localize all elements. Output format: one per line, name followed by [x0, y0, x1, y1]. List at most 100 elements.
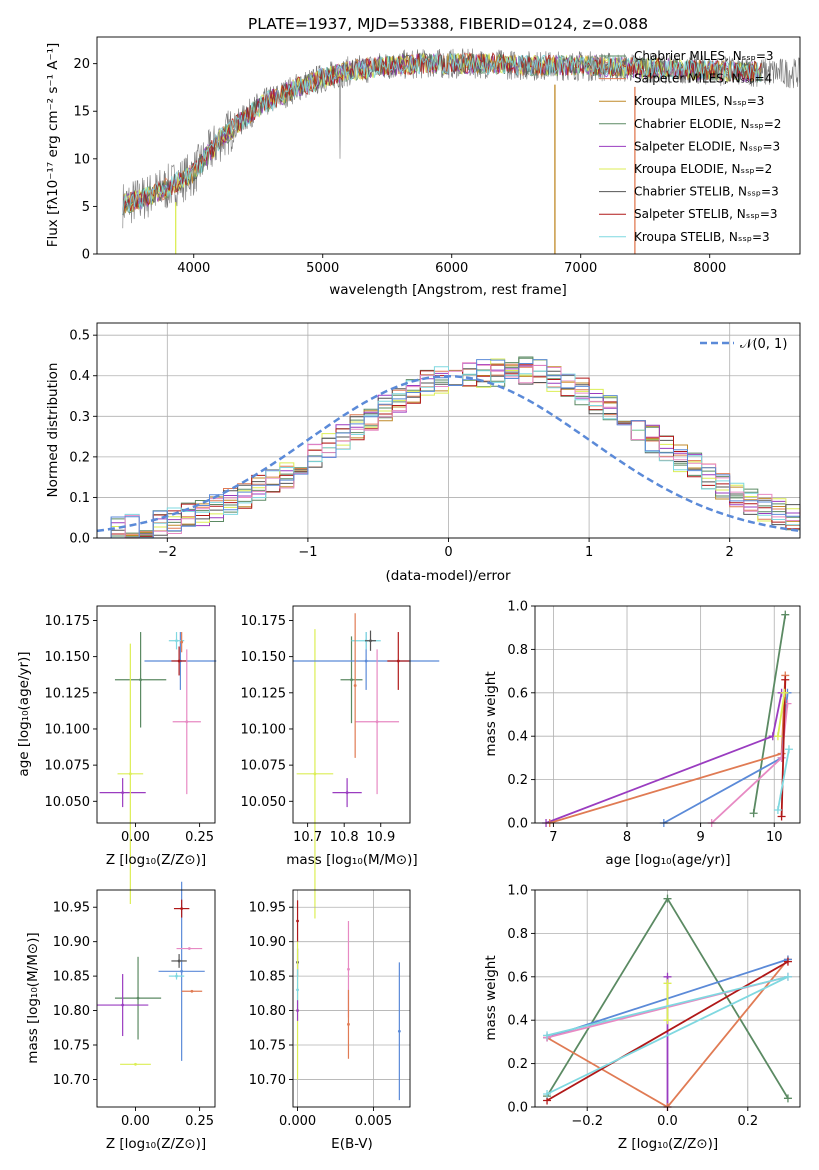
age-weight-ylabel: mass weight: [483, 671, 499, 756]
plot-frame: [534, 605, 801, 824]
plus-marker: [543, 1031, 552, 1040]
model-fit-line: [122, 53, 762, 216]
data-point: [121, 1003, 125, 1007]
data-point: [396, 659, 400, 663]
x-tick-label: 0.25: [185, 830, 214, 845]
y-tick-label: 10.075: [45, 759, 91, 774]
plus-marker: [749, 809, 758, 818]
data-point: [121, 791, 125, 795]
y-tick-label: 10.050: [241, 795, 287, 810]
data-point: [134, 1062, 137, 1066]
x-tick-label: −1: [298, 545, 317, 560]
plus-marker: [777, 812, 786, 821]
legend-label: Salpeter STELIB, Nₛₛₚ=3: [634, 207, 778, 221]
x-tick-label: 7: [549, 830, 557, 845]
y-tick-label: 10.100: [45, 722, 91, 737]
plus-marker: [543, 1089, 552, 1098]
y-tick-label: 0.2: [507, 773, 528, 788]
metallicity-age-ylabel: age [log₁₀(age/yr)]: [16, 651, 32, 776]
y-tick-label: 10.175: [241, 614, 287, 629]
weight-line: [777, 749, 790, 811]
y-tick-label: 0.0: [507, 1101, 528, 1116]
spectrum-series: [122, 48, 800, 254]
metallicity-mass-ylabel: mass [log₁₀(M/M⊙)]: [25, 932, 41, 1063]
x-tick-label: 8000: [693, 261, 726, 276]
normal-curve-legend-label: 𝒩(0, 1): [740, 337, 787, 352]
extinction-mass-panel: 0.000 0.005 10.70 10.75 10.80 10.85 10.90 10.95…: [249, 889, 411, 1152]
y-tick-label: 10.95: [53, 901, 90, 916]
legend-label: Salpeter MILES, Nₛₛₚ=4: [634, 72, 772, 86]
y-tick-label: 10.100: [241, 722, 287, 737]
x-tick-label: −2: [158, 545, 177, 560]
data-point: [296, 988, 299, 992]
plot-frame: [96, 605, 216, 824]
weight-line: [549, 675, 787, 824]
y-tick-label: 10.85: [53, 970, 90, 985]
data-point: [353, 684, 357, 687]
y-tick-label: 10.150: [241, 650, 287, 665]
y-tick-label: 0.6: [507, 686, 528, 701]
x-tick-label: 2: [726, 545, 734, 560]
x-tick-label: 10: [766, 830, 783, 845]
x-tick-label: 0.0: [657, 1114, 678, 1129]
y-tick-label: 10.80: [249, 1004, 286, 1019]
normal-reference-curve: [96, 374, 801, 533]
plus-marker: [783, 1094, 792, 1103]
histogram-series: [96, 356, 801, 539]
x-tick-label: 0.2: [737, 1114, 758, 1129]
metallicity-weight-xlabel: Z [log₁₀(Z/Z⊙)]: [618, 1136, 718, 1152]
data-point: [347, 1022, 350, 1026]
mass-age-xlabel: mass [log₁₀(M/M⊙)]: [286, 852, 417, 868]
legend-label: Chabrier MILES, Nₛₛₚ=3: [634, 49, 774, 63]
plus-marker: [781, 610, 790, 619]
x-tick-label: 0.005: [355, 1114, 392, 1129]
y-tick-label: 0.5: [69, 329, 90, 344]
data-point: [175, 974, 178, 978]
data-point: [345, 791, 349, 795]
age-weight-axes: 7 8 9 10 0.0 0.2 0.4 0.6 0.8 1.0: [507, 600, 801, 845]
histogram-xlabel: (data-model)/error: [385, 568, 511, 584]
data-point: [397, 1029, 401, 1033]
data-point: [180, 907, 184, 910]
metallicity-mass-xlabel: Z [log₁₀(Z/Z⊙)]: [106, 1136, 206, 1152]
data-point: [350, 678, 353, 682]
data-point: [313, 772, 317, 776]
y-tick-label: 10.85: [249, 970, 286, 985]
y-tick-label: 10.90: [249, 935, 286, 950]
x-tick-label: 0.000: [279, 1114, 316, 1129]
x-tick-label: 9: [696, 830, 704, 845]
mass-age-panel: 10.7 10.8 10.9 10.050 10.075 10.100 10.125 10.1…: [241, 605, 440, 919]
data-point: [190, 989, 194, 993]
y-tick-label: 0.8: [507, 927, 528, 942]
x-tick-label: 0.00: [121, 830, 150, 845]
y-tick-label: 1.0: [507, 600, 528, 615]
legend-label: Kroupa ELODIE, Nₛₛₚ=2: [634, 162, 772, 176]
plus-marker: [663, 894, 672, 903]
y-tick-label: 10: [73, 152, 90, 167]
spectrum-title: PLATE=1937, MJD=53388, FIBERID=0124, z=0…: [248, 15, 648, 33]
spectrum-xlabel: wavelength [Angstrom, rest frame]: [329, 282, 567, 298]
data-point: [128, 772, 132, 776]
data-point: [375, 720, 379, 724]
data-point: [296, 1009, 299, 1012]
plus-marker: [784, 745, 793, 754]
plus-marker: [663, 1016, 672, 1025]
x-tick-label: 10.7: [293, 830, 322, 845]
y-tick-label: 10.125: [45, 686, 91, 701]
age-weight-panel: 7 8 9 10 0.0 0.2 0.4 0.6 0.8 1.0 age [log₁₀(age/y…: [483, 600, 801, 868]
histogram-legend: 𝒩(0, 1): [700, 337, 787, 352]
y-tick-label: 10.125: [241, 686, 287, 701]
y-tick-label: 0.8: [507, 643, 528, 658]
data-point: [347, 967, 350, 971]
y-tick-label: 10.70: [53, 1073, 90, 1088]
legend-label: Kroupa MILES, Nₛₛₚ=3: [634, 94, 764, 108]
metallicity-age-points: [99, 632, 217, 905]
x-tick-label: 5000: [306, 261, 339, 276]
x-tick-label: −0.2: [571, 1114, 603, 1129]
y-tick-label: 0.4: [507, 1014, 528, 1029]
age-weight-grid: [535, 605, 800, 824]
x-tick-label: 8: [623, 830, 631, 845]
extinction-mass-xlabel: E(B-V): [331, 1136, 373, 1152]
plus-marker: [773, 805, 782, 814]
